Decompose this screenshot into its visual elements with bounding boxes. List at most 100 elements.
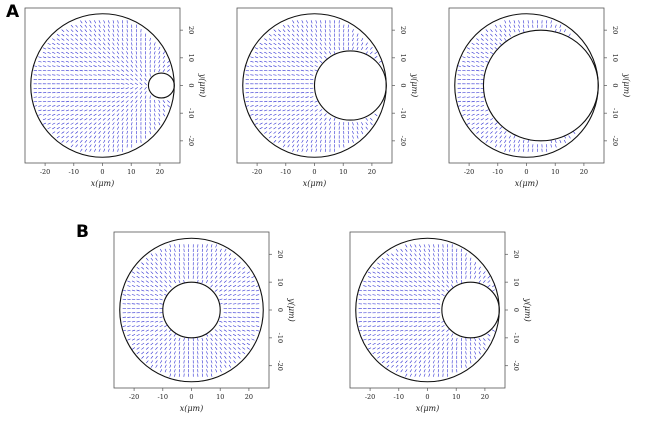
- director-segment: [127, 338, 131, 341]
- director-segment: [183, 355, 185, 359]
- director-segment: [150, 289, 154, 292]
- director-segment: [462, 69, 466, 72]
- director-segment: [301, 42, 304, 46]
- director-segment: [173, 266, 176, 270]
- director-segment: [395, 334, 399, 336]
- director-segment: [418, 334, 422, 337]
- director-segment: [52, 127, 56, 130]
- director-segment: [273, 33, 277, 37]
- director-segment: [80, 148, 83, 152]
- director-segment: [169, 248, 172, 253]
- director-segment: [352, 42, 354, 46]
- director-segment: [178, 253, 181, 257]
- director-segment: [422, 321, 427, 323]
- director-segment: [441, 333, 445, 337]
- director-segment: [102, 96, 106, 98]
- director-segment: [75, 29, 78, 33]
- director-segment: [356, 135, 359, 139]
- director-segment: [47, 56, 51, 59]
- director-segment: [386, 258, 390, 261]
- director-segment: [469, 346, 472, 351]
- director-segment: [56, 56, 60, 59]
- director-segment: [251, 325, 255, 327]
- director-segment: [485, 109, 489, 112]
- director-segment: [74, 74, 79, 76]
- director-segment: [427, 338, 431, 341]
- director-segment: [499, 139, 502, 143]
- director-segment: [154, 294, 159, 296]
- director-segment: [164, 266, 167, 270]
- y-tick-label: -20: [512, 360, 520, 370]
- director-segment: [159, 338, 163, 341]
- director-segment: [112, 33, 115, 37]
- director-segment: [130, 87, 134, 90]
- director-segment: [305, 47, 309, 50]
- director-segment: [164, 284, 168, 288]
- director-segment: [301, 131, 304, 134]
- director-segment: [422, 325, 427, 327]
- director-segment: [111, 96, 116, 98]
- director-segment: [504, 135, 507, 139]
- director-segment: [476, 126, 480, 130]
- director-segment: [427, 333, 431, 337]
- director-segment: [65, 60, 70, 63]
- director-segment: [437, 275, 440, 279]
- director-segment: [88, 118, 92, 121]
- director-segment: [264, 100, 268, 103]
- director-segment: [296, 139, 299, 143]
- director-segment: [480, 109, 484, 112]
- director-segment: [485, 42, 489, 46]
- director-segment: [117, 24, 119, 28]
- director-segment: [499, 144, 502, 148]
- y-tick-label: -20: [187, 136, 195, 146]
- director-segment: [296, 33, 300, 37]
- director-segment: [277, 118, 282, 121]
- director-segment: [61, 65, 65, 67]
- director-segment: [215, 271, 218, 275]
- director-segment: [52, 100, 56, 103]
- director-segment: [205, 280, 209, 284]
- director-segment: [233, 275, 237, 279]
- director-segment: [478, 275, 481, 279]
- director-segment: [559, 24, 562, 28]
- director-segment: [273, 140, 277, 143]
- director-segment: [268, 96, 272, 98]
- director-segment: [232, 325, 237, 327]
- director-segment: [437, 346, 440, 350]
- director-segment: [155, 253, 158, 257]
- director-segment: [84, 56, 88, 59]
- director-segment: [310, 139, 313, 143]
- director-segment: [352, 33, 354, 37]
- director-segment: [427, 280, 431, 283]
- director-segment: [386, 334, 390, 336]
- director-segment: [178, 346, 181, 351]
- director-segment: [437, 369, 440, 373]
- director-segment: [42, 56, 47, 59]
- director-segment: [413, 280, 418, 283]
- director-segment: [291, 65, 295, 67]
- director-segment: [88, 100, 93, 103]
- director-segment: [442, 248, 444, 253]
- director-segment: [206, 257, 208, 261]
- director-segment: [61, 122, 65, 125]
- director-segment: [70, 42, 74, 46]
- director-segment: [160, 248, 163, 252]
- y-tick-label: 0: [611, 83, 619, 87]
- director-segment: [61, 60, 65, 63]
- director-segment: [116, 69, 120, 72]
- director-segment: [363, 325, 367, 327]
- director-segment: [75, 42, 79, 46]
- director-segment: [145, 355, 149, 359]
- director-segment: [126, 37, 128, 42]
- outer-boundary-circle: [119, 237, 264, 383]
- director-segment: [116, 51, 120, 55]
- director-segment: [52, 56, 56, 59]
- director-segment: [427, 342, 431, 346]
- director-segment: [377, 271, 381, 274]
- director-segment: [291, 109, 295, 112]
- director-segment: [246, 334, 250, 336]
- director-segment: [390, 294, 395, 296]
- director-segment: [131, 298, 136, 300]
- director-segment: [224, 275, 227, 279]
- director-segment: [310, 65, 314, 68]
